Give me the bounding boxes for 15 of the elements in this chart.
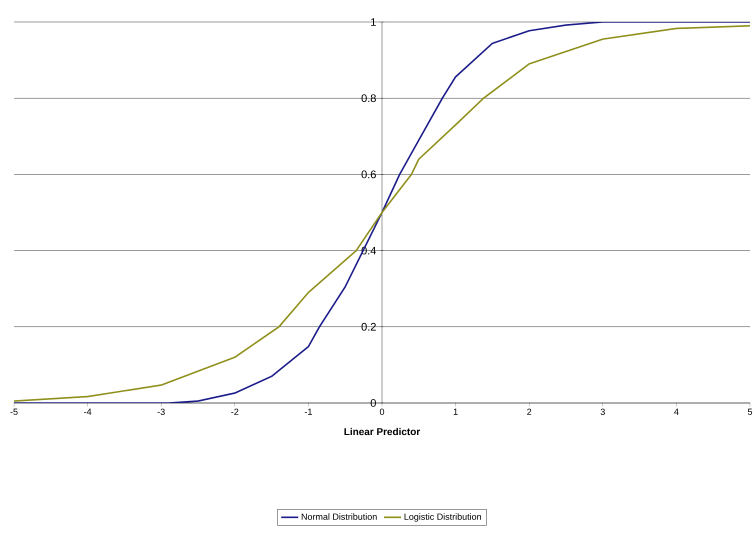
x-tick-label: 3 [600, 408, 605, 415]
legend-label: Normal Distribution [302, 513, 377, 520]
x-tick-label: 4 [674, 408, 679, 415]
x-tick-label: 1 [454, 408, 458, 415]
x-tick-label: 0 [380, 408, 384, 415]
x-axis-title: Linear Predictor [344, 428, 420, 436]
y-tick-label: 1 [371, 18, 376, 26]
x-tick-label: -1 [304, 408, 312, 415]
x-tick-label: -4 [84, 408, 92, 415]
x-tick-label: -2 [231, 408, 238, 415]
x-tick-label: 5 [748, 408, 752, 415]
x-tick-label: 2 [527, 408, 532, 415]
x-tick-label: -3 [158, 408, 165, 415]
legend-label: Logistic Distribution [404, 513, 481, 522]
x-tick-label: -5 [10, 408, 18, 415]
